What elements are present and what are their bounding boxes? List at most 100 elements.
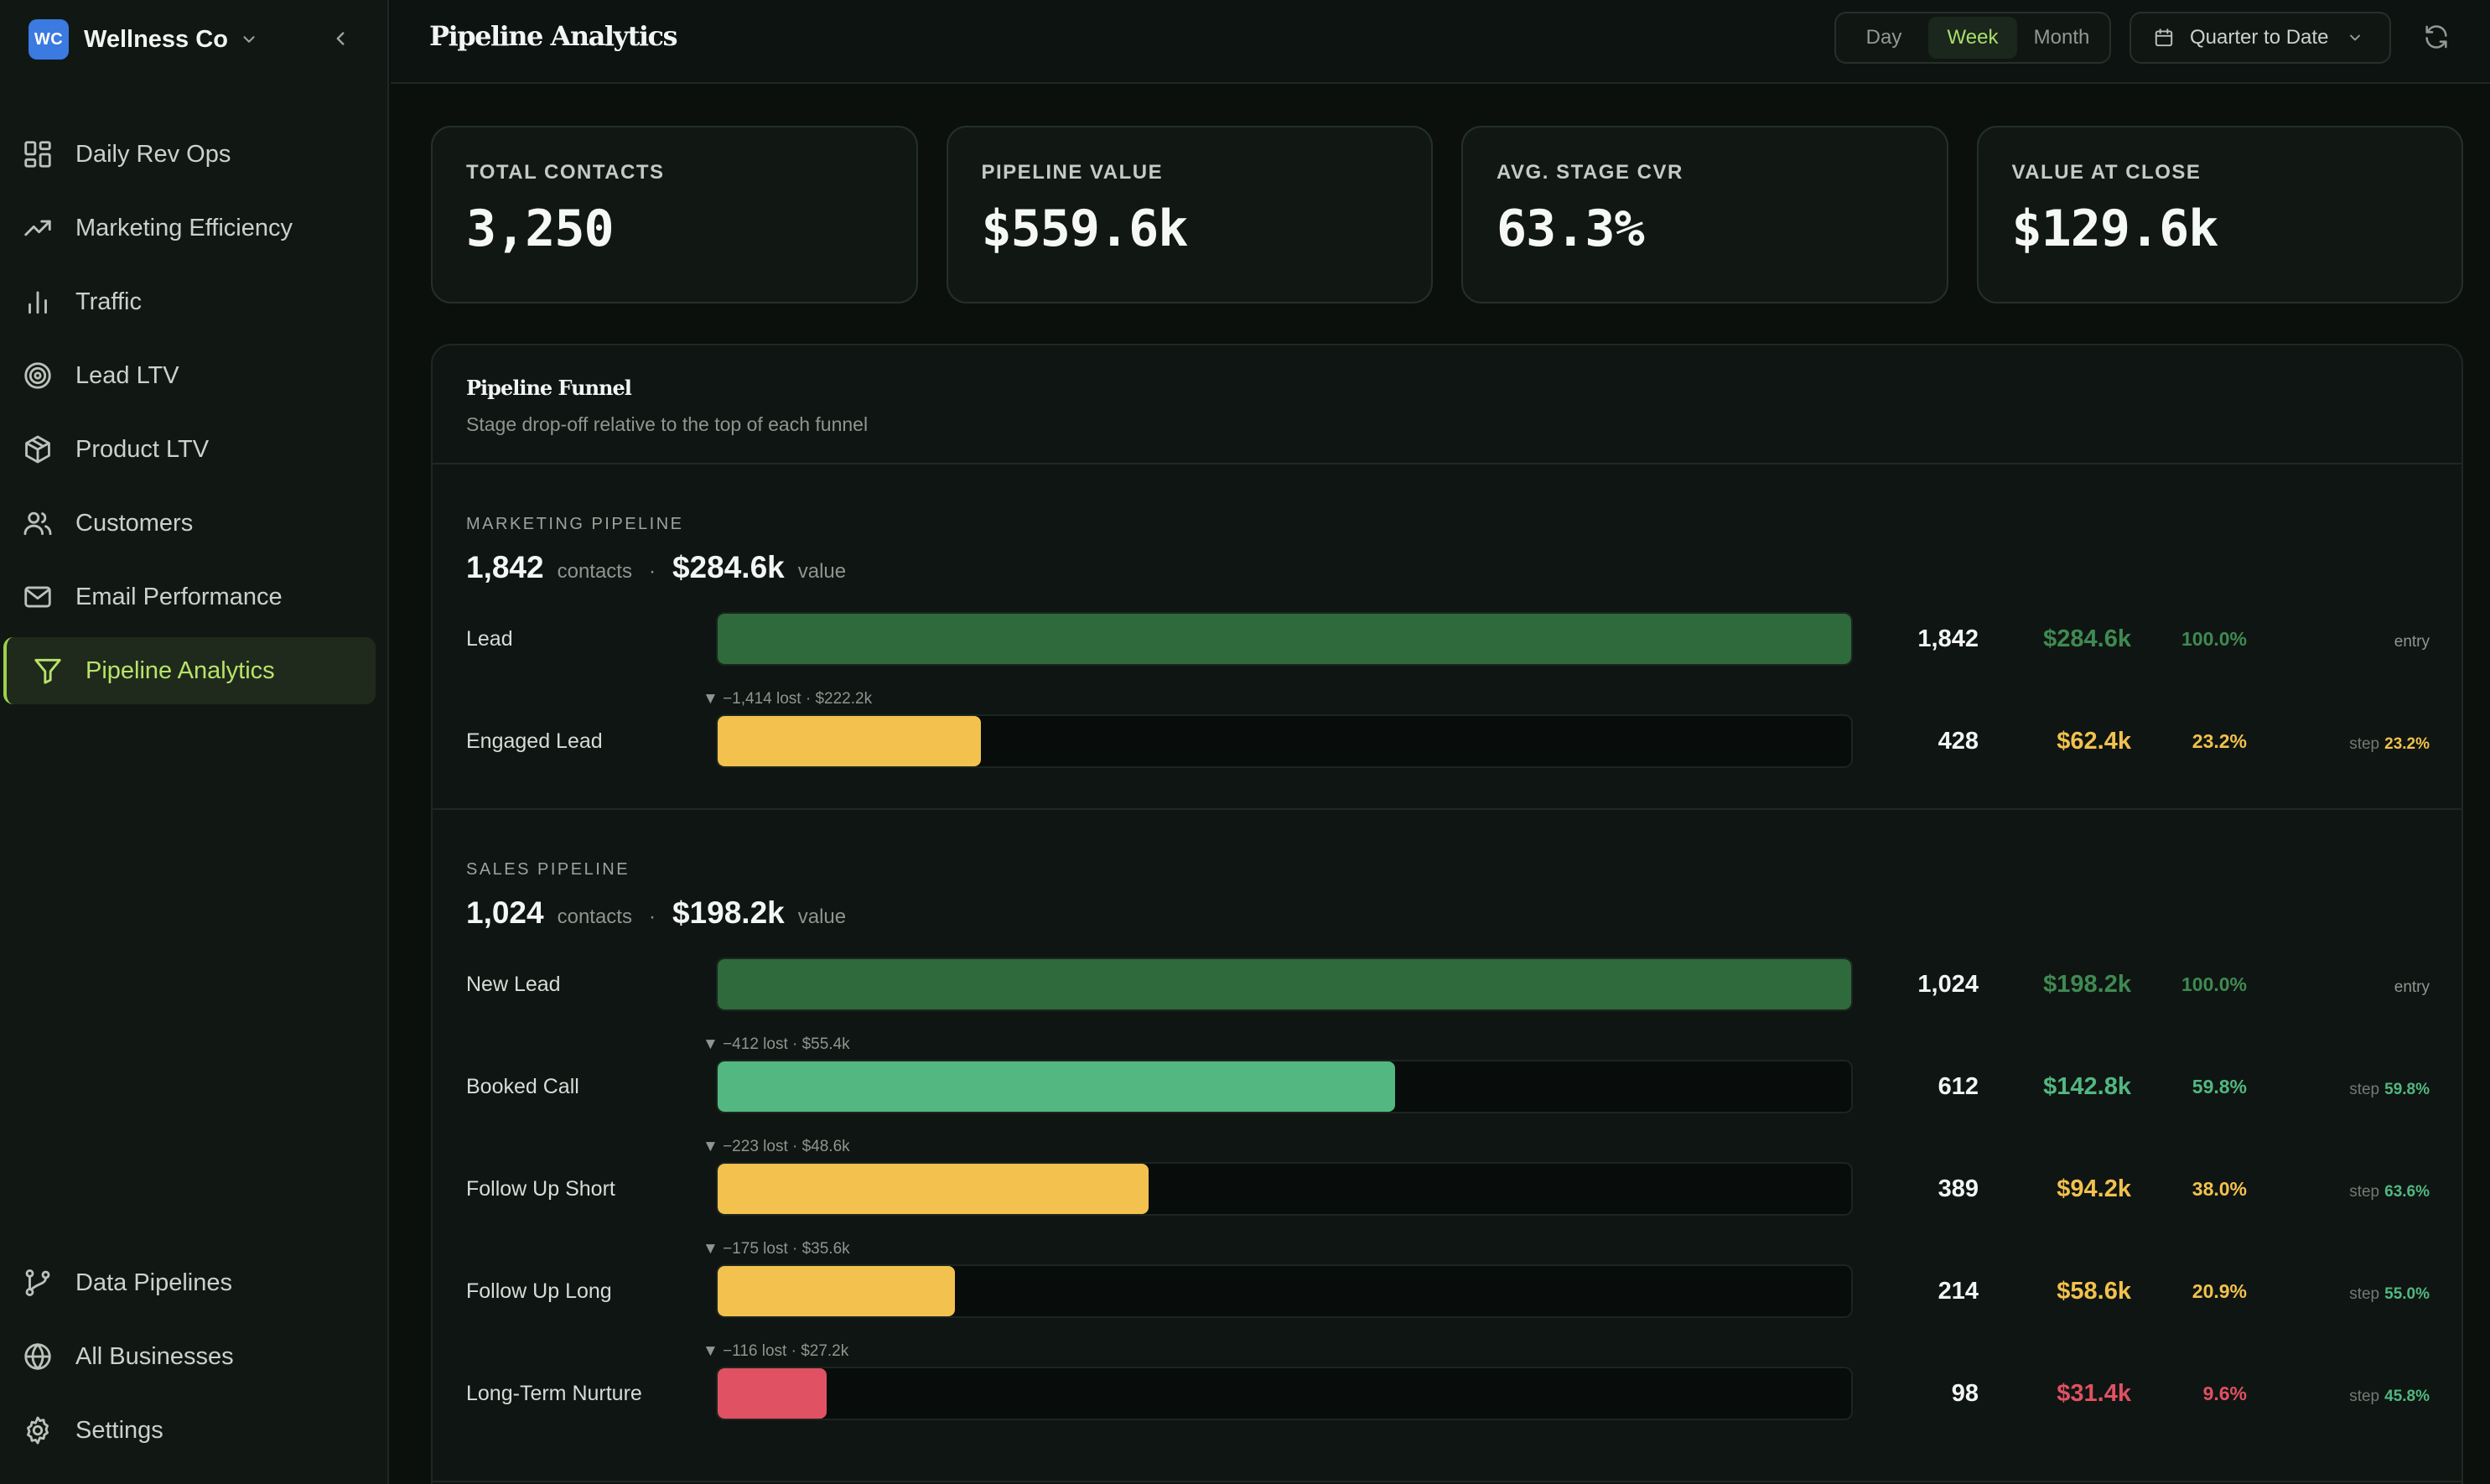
stage-percent: 23.2% [2192, 730, 2247, 752]
stage-value: $198.2k [2043, 971, 2131, 998]
section-label: SALES PIPELINE [466, 860, 630, 879]
contacts-unit: contacts [557, 560, 632, 583]
stage-step-rate: entry [2394, 615, 2430, 669]
stage-count: 389 [1938, 1175, 1979, 1202]
gear-icon [27, 1416, 49, 1445]
section-summary: 1,024 contacts · $198.2k value [466, 895, 846, 931]
stage-name: New Lead [466, 973, 561, 996]
stage-value: $284.6k [2043, 625, 2131, 652]
funnel-stage-row[interactable]: Engaged Lead 428 $62.4k 23.2% step 23.2% [433, 714, 2461, 768]
stage-count: 1,024 [1917, 971, 1979, 998]
funnel-section-sales: SALES PIPELINE 1,024 contacts · $198.2k … [433, 812, 2461, 1482]
granularity-day[interactable]: Day [1865, 26, 1902, 49]
stage-entry-label: entry [2394, 633, 2430, 651]
stage-bar-track [716, 957, 1853, 1011]
stage-bar-fill [718, 959, 1851, 1009]
stage-name: Lead [466, 627, 513, 651]
kpi-label: AVG. STAGE CVR [1497, 161, 1683, 184]
summary-separator: · [648, 560, 656, 583]
sidebar-item-product-ltv[interactable]: Product LTV [3, 416, 376, 483]
sidebar-item-data-pipelines[interactable]: Data Pipelines [3, 1249, 376, 1316]
granularity-month[interactable]: Month [2033, 26, 2090, 49]
stage-list: Lead 1,842 $284.6k 100.0% entry ▼ −1,414 … [433, 466, 2461, 810]
sidebar-item-daily-rev-ops[interactable]: Daily Rev Ops [3, 121, 376, 188]
step-rate-value: 45.8% [2384, 1388, 2430, 1405]
sidebar-item-lead-ltv[interactable]: Lead LTV [3, 342, 376, 409]
stage-name: Engaged Lead [466, 729, 603, 753]
sidebar-item-label: All Businesses [75, 1342, 234, 1370]
section-label: MARKETING PIPELINE [466, 515, 684, 533]
stage-value: $31.4k [2057, 1380, 2131, 1407]
git-branch-icon [25, 1269, 50, 1296]
stage-dropoff-label: ▼ −175 lost · $35.6k [703, 1240, 850, 1258]
sidebar-item-email-performance[interactable]: Email Performance [3, 563, 376, 630]
refresh-button[interactable] [2420, 20, 2453, 54]
sidebar-item-label: Pipeline Analytics [86, 656, 275, 684]
stage-list: New Lead 1,024 $198.2k 100.0% entry ▼ −41… [433, 812, 2461, 1482]
workspace-name: Wellness Co [84, 25, 228, 53]
stage-entry-label: entry [2394, 978, 2430, 996]
kpi-card-value-at-close: VALUE AT CLOSE $129.6k [1976, 126, 2463, 304]
funnel-stage-row[interactable]: Booked Call 612 $142.8k 59.8% step 59.8% [433, 1060, 2461, 1113]
stage-percent: 100.0% [2181, 973, 2247, 995]
sidebar-item-pipeline-analytics[interactable]: Pipeline Analytics [3, 637, 376, 704]
sidebar-item-label: Email Performance [75, 583, 283, 610]
sidebar-item-settings[interactable]: Settings [3, 1397, 376, 1464]
sidebar-item-label: Customers [75, 509, 194, 537]
step-label: step [2349, 1285, 2380, 1303]
funnel-stage-row[interactable]: Long-Term Nurture 98 $31.4k 9.6% step 45.… [433, 1367, 2461, 1420]
stage-dropoff-label: ▼ −116 lost · $27.2k [703, 1342, 849, 1360]
stage-count: 98 [1951, 1380, 1979, 1407]
bar-chart-icon [29, 291, 47, 314]
stage-bar-track [716, 1367, 1853, 1420]
funnel-section-marketing: MARKETING PIPELINE 1,842 contacts · $284… [433, 466, 2461, 810]
stage-count: 612 [1938, 1073, 1979, 1100]
sidebar-nav-bottom: Data Pipelines All Businesses Settings [0, 1249, 389, 1471]
funnel-stage-row[interactable]: New Lead 1,024 $198.2k 100.0% entry [433, 957, 2461, 1011]
stage-count: 214 [1938, 1278, 1979, 1305]
step-label: step [2349, 1388, 2380, 1405]
trending-up-icon [24, 220, 51, 236]
kpi-value: $559.6k [981, 200, 1189, 258]
sidebar: WC Wellness Co Daily Rev Ops Marketing E… [0, 0, 389, 1484]
stage-step-rate: step 63.6% [2349, 1165, 2430, 1219]
collapse-sidebar-button[interactable] [327, 25, 354, 52]
pipeline-funnel-panel: Pipeline Funnel Stage drop-off relative … [431, 344, 2463, 1484]
refresh-icon [2425, 25, 2447, 49]
stage-bar-fill [718, 614, 1851, 664]
sidebar-item-traffic[interactable]: Traffic [3, 268, 376, 335]
sidebar-item-marketing-efficiency[interactable]: Marketing Efficiency [3, 195, 376, 262]
kpi-value: $129.6k [2011, 200, 2219, 258]
stage-dropoff-label: ▼ −1,414 lost · $222.2k [703, 690, 873, 708]
sidebar-item-label: Marketing Efficiency [75, 214, 293, 241]
sidebar-item-all-businesses[interactable]: All Businesses [3, 1323, 376, 1390]
workspace-switcher[interactable]: WC Wellness Co [29, 18, 364, 60]
funnel-stage-row[interactable]: Follow Up Short 389 $94.2k 38.0% step 63.… [433, 1162, 2461, 1216]
stage-count: 428 [1938, 728, 1979, 755]
funnel-stage-row[interactable]: Follow Up Long 214 $58.6k 20.9% step 55.0… [433, 1264, 2461, 1318]
panel-subtitle: Stage drop-off relative to the top of ea… [466, 413, 869, 435]
value-unit: value [797, 560, 847, 583]
step-rate-value: 63.6% [2384, 1183, 2430, 1201]
section-contacts: 1,024 [466, 895, 544, 930]
granularity-week[interactable]: Week [1928, 17, 2017, 59]
stage-step-rate: step 23.2% [2349, 718, 2430, 771]
stage-name: Follow Up Short [466, 1177, 615, 1201]
dashboard-grid-icon [24, 141, 51, 168]
sidebar-item-customers[interactable]: Customers [3, 490, 376, 557]
stage-bar-fill [718, 1368, 827, 1419]
chevron-down-icon [243, 36, 255, 43]
package-icon [25, 435, 50, 464]
stage-value: $142.8k [2043, 1073, 2131, 1100]
section-contacts: 1,842 [466, 550, 544, 584]
section-value: $284.6k [672, 550, 785, 584]
date-range-select[interactable]: Quarter to Date [2129, 12, 2391, 64]
stage-bar-track [716, 1060, 1853, 1113]
funnel-stage-row[interactable]: Lead 1,842 $284.6k 100.0% entry [433, 612, 2461, 666]
stage-name: Booked Call [466, 1075, 579, 1098]
stage-bar-track [716, 612, 1853, 666]
stage-bar-fill [718, 1266, 955, 1316]
kpi-value: 63.3% [1497, 200, 1645, 258]
kpi-row: TOTAL CONTACTS 3,250 PIPELINE VALUE $559… [431, 126, 2463, 304]
sidebar-nav: Daily Rev Ops Marketing Efficiency Traff… [0, 121, 389, 711]
